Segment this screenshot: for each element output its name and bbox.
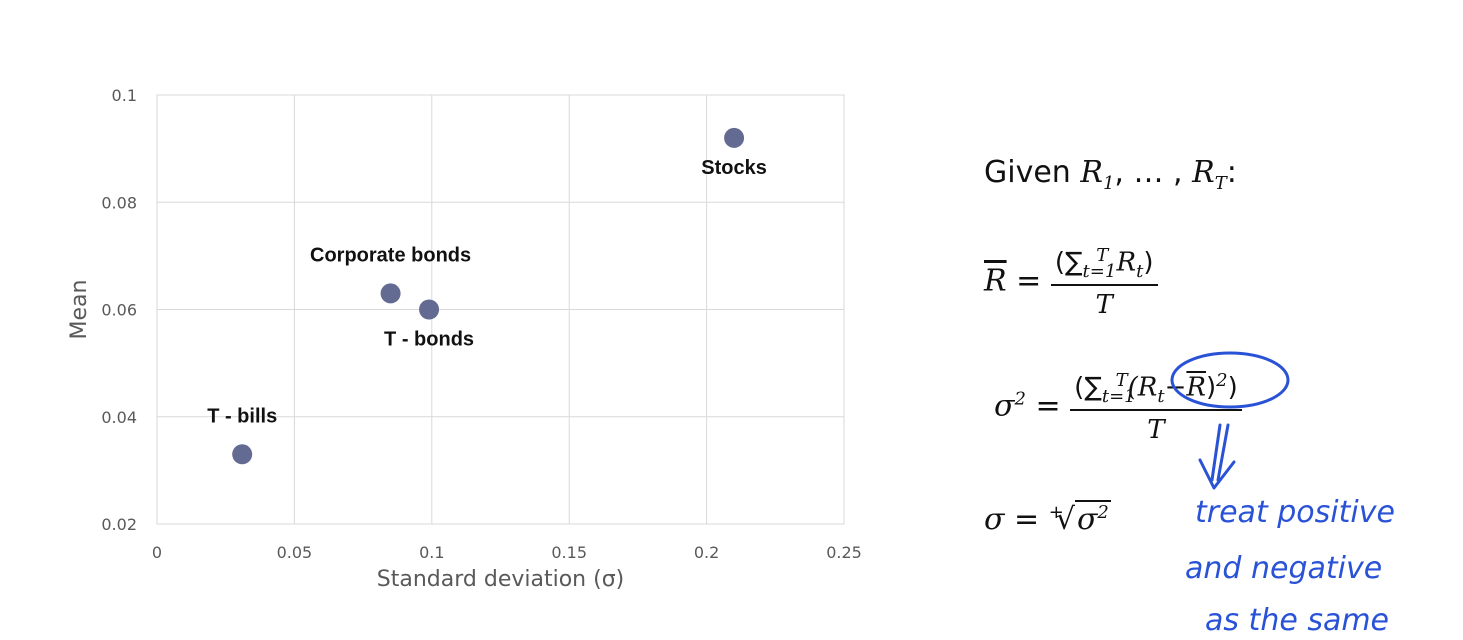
annotation-line-1: treat positive [1195,495,1395,530]
plot-area [156,94,845,525]
given-prefix: Given [984,155,1071,190]
data-point-1 [380,283,401,304]
handwritten-annotation: treat positive and negative as the same [1170,351,1395,638]
mean-equals: = [1016,263,1042,299]
data-label-2: T - bonds [384,329,474,351]
data-point-3 [724,127,745,148]
y-tick-label-3: 0.08 [101,193,137,212]
given-rt-sub: T [1214,173,1227,194]
sqrt-icon: √ [1055,502,1075,537]
std-lhs: σ [984,502,1005,537]
given-rt: R [1192,155,1215,190]
std-radicand: σ2 [1074,500,1111,537]
std-equals: = [1014,502,1040,537]
given-r1: R [1080,155,1103,190]
y-tick-label-0: 0.02 [101,515,137,534]
mean-denominator: T [1095,289,1113,320]
std-formula: σ = +√σ2 [984,500,1111,537]
given-separator: , … , [1114,155,1193,190]
variance-equals: = [1035,388,1061,424]
data-label-0: T - bills [207,405,277,427]
mean-formula: R = (∑t=1T Rt) T [984,245,1158,320]
data-point-0 [232,444,253,465]
data-label-3: Stocks [701,157,767,179]
y-tick-label-1: 0.04 [101,408,137,427]
y-tick-label-2: 0.06 [101,301,137,320]
variance-lhs: σ [994,388,1015,424]
x-tick-label-4: 0.2 [694,543,719,562]
mean-numerator: (∑t=1T Rt) [1050,245,1158,286]
highlight-circle [1170,351,1290,409]
x-tick-label-1: 0.05 [277,543,313,562]
x-tick-label-0: 0 [152,543,162,562]
scatter-chart: 0 0.05 0.1 0.15 0.2 0.25 0.02 0.04 0.06 0.08 0.1 St… [67,86,862,592]
data-label-1: Corporate bonds [310,244,471,266]
annotation-line-3: as the same [1205,603,1389,638]
x-tick-label-2: 0.1 [419,543,444,562]
data-point-2 [419,299,440,320]
y-axis-title: Mean [67,280,92,340]
x-tick-label-3: 0.15 [551,543,587,562]
arrow-down-icon [1198,423,1236,490]
x-tick-label-5: 0.25 [826,543,862,562]
variance-lhs-sup: 2 [1014,388,1026,410]
annotation-line-2: and negative [1185,551,1382,586]
x-axis-title: Standard deviation (σ) [377,567,624,592]
mean-fraction: (∑t=1T Rt) T [1050,245,1158,320]
variance-denominator: T [1147,414,1165,445]
given-r1-sub: 1 [1102,173,1115,194]
given-colon: : [1226,155,1237,190]
std-plus: + [1048,502,1064,523]
given-line: Given R1, … , RT: [984,155,1237,194]
mean-lhs: R [984,263,1007,299]
y-tick-label-4: 0.1 [112,86,137,105]
